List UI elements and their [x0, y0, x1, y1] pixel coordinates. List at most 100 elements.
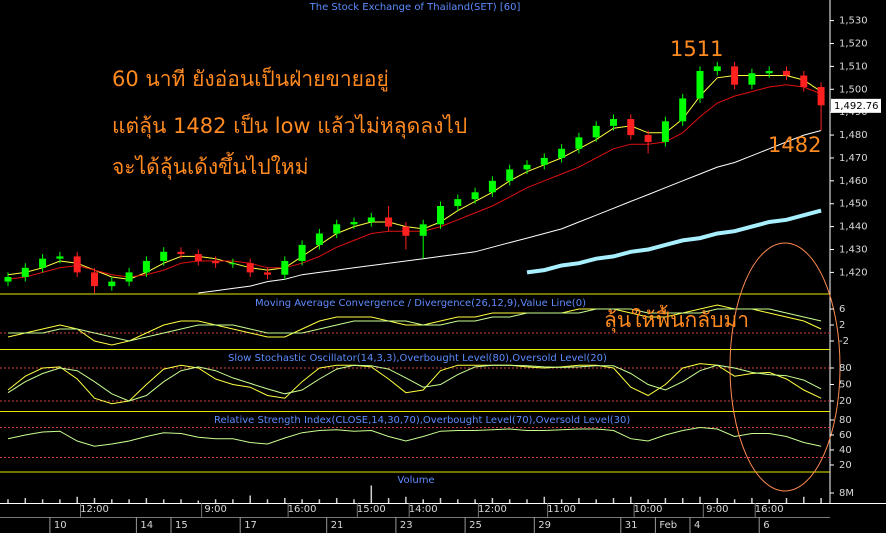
- y-tick-label: 2: [839, 320, 845, 331]
- volume-bar: [335, 498, 338, 503]
- y-tick-label: 1,460: [839, 176, 868, 187]
- candle-body: [125, 272, 133, 282]
- volume-bar: [474, 499, 476, 503]
- annotation: 60 นาที ยังอ่อนเป็นฝ่ายขายอยู่: [112, 65, 389, 92]
- last-price-label: 1,492.76: [834, 101, 879, 112]
- volume-bar: [370, 485, 373, 503]
- volume-bar: [387, 498, 390, 503]
- candle-body: [160, 251, 168, 261]
- last-price-box: [831, 98, 881, 113]
- x-tick-label: 14: [140, 520, 153, 531]
- x-tick-label: 21: [331, 520, 344, 531]
- x-tick-label: 6: [763, 520, 769, 531]
- series-line: [526, 208, 822, 275]
- candle-body: [506, 169, 514, 181]
- candle-body: [39, 258, 47, 268]
- candle-body: [264, 272, 271, 275]
- x-tick-label: 11:00: [547, 504, 576, 515]
- y-tick-label: 1,420: [839, 267, 868, 278]
- candle-body: [212, 260, 220, 264]
- volume-bar: [422, 499, 424, 503]
- volume-bar: [214, 499, 217, 503]
- volume-bar: [803, 496, 805, 503]
- chart-title: The Stock Exchange of Thailand(SET) [60]: [309, 2, 521, 13]
- candle-body: [177, 251, 185, 255]
- candle-body: [627, 119, 635, 136]
- x-tick-label: Feb: [659, 520, 677, 531]
- volume-bar: [820, 498, 822, 503]
- volume-bar: [266, 499, 269, 503]
- volume-bar: [93, 498, 96, 503]
- volume-bar: [232, 499, 234, 503]
- series-line: [7, 363, 822, 405]
- y-tick-label: 80: [839, 415, 852, 426]
- volume-bar: [560, 499, 563, 503]
- series-line: [7, 84, 822, 280]
- volume-bar: [630, 496, 632, 503]
- volume-bar: [249, 495, 251, 503]
- panel-title: Moving Average Convergence / Divergence(…: [255, 298, 586, 309]
- annotation: แต่ลุ้น 1482 เป็น low แล้วไม่หลุดลงไป: [112, 112, 467, 139]
- candle-body: [367, 217, 375, 223]
- x-tick-label: 23: [400, 520, 413, 531]
- candle-body: [315, 233, 323, 245]
- candle-body: [644, 135, 652, 142]
- volume-bar: [508, 499, 511, 503]
- volume-bar: [699, 496, 701, 503]
- volume-bar: [526, 499, 528, 503]
- x-tick-label: 10: [54, 520, 67, 531]
- volume-bar: [111, 499, 113, 503]
- candle-body: [419, 224, 427, 236]
- highlight-ellipse: [729, 242, 841, 492]
- y-tick-label: 6: [839, 304, 845, 315]
- annotation: 1511: [670, 37, 723, 61]
- y-tick-label: 1,500: [839, 84, 868, 95]
- volume-bar: [76, 496, 78, 503]
- plot-layer: [0, 61, 830, 503]
- series-line: [7, 304, 822, 346]
- candle-body: [142, 260, 150, 273]
- candle-body: [350, 222, 358, 225]
- y-tick-label: 20: [839, 460, 852, 471]
- y-tick-label: 1,520: [839, 38, 868, 49]
- candle-body: [523, 164, 531, 170]
- candle-body: [246, 263, 254, 273]
- volume-bar: [145, 498, 148, 503]
- volume-bar: [733, 499, 736, 503]
- volume-bar: [197, 500, 200, 503]
- x-tick-label: 14:00: [409, 504, 438, 515]
- volume-bar: [457, 499, 459, 503]
- volume-bar: [284, 498, 286, 503]
- candle-body: [558, 148, 566, 158]
- volume-bar: [128, 499, 130, 503]
- y-tick-label: 1,510: [839, 61, 868, 72]
- volume-bar: [785, 498, 788, 503]
- y-tick-label: 1,530: [839, 16, 868, 27]
- volume-bar: [439, 498, 442, 503]
- candle-body: [540, 157, 548, 165]
- x-tick-label: 4: [694, 520, 700, 531]
- candle-body: [229, 263, 237, 265]
- candle-body: [194, 254, 202, 261]
- volume-bar: [768, 499, 770, 503]
- candle-body: [765, 70, 773, 74]
- x-tick-label: 31: [625, 520, 638, 531]
- candle-body: [575, 137, 583, 149]
- series-line: [7, 426, 822, 447]
- candle-body: [385, 217, 393, 227]
- candle-body: [73, 256, 81, 273]
- x-tick-label: 29: [538, 520, 551, 531]
- y-tick-label: 1,430: [839, 245, 868, 256]
- y-tick-label: 40: [839, 445, 852, 456]
- volume-bar: [301, 499, 303, 503]
- series-line: [198, 130, 822, 294]
- candle-body: [108, 281, 116, 287]
- candle-body: [437, 206, 444, 225]
- candle-body: [713, 66, 721, 71]
- x-tick-label: 25: [469, 520, 482, 531]
- candle-body: [402, 226, 410, 236]
- volume-bar: [647, 499, 649, 503]
- volume-bar: [612, 498, 615, 503]
- volume-bar: [751, 498, 753, 503]
- volume-bar: [716, 498, 719, 503]
